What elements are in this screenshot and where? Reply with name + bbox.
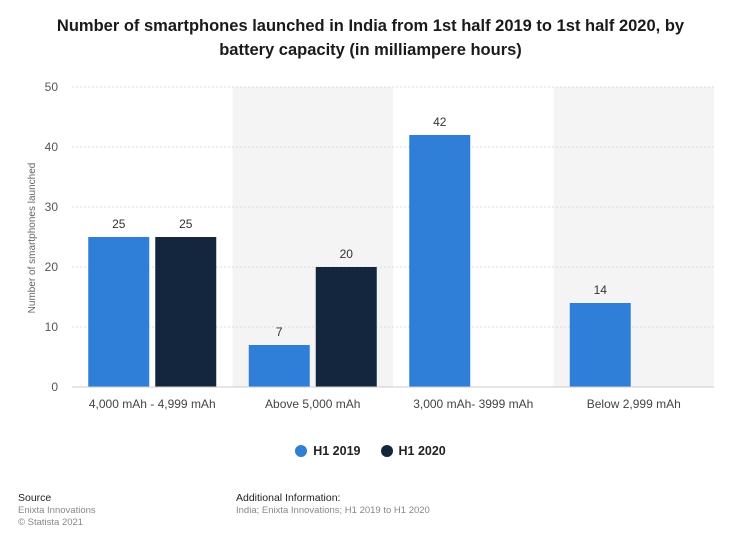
- bar-h1-2019[interactable]: [409, 135, 471, 387]
- x-category-label: Below 2,999 mAh: [587, 397, 681, 411]
- category-bands: [232, 87, 714, 387]
- source-heading: Source: [18, 492, 52, 504]
- chart-title: Number of smartphones launched in India …: [56, 17, 685, 59]
- bar-h1-2020[interactable]: [315, 267, 377, 387]
- bar-h1-2019[interactable]: [88, 237, 150, 387]
- bar-h1-2020[interactable]: [155, 237, 217, 387]
- additional-info-heading: Additional Information:: [236, 492, 341, 504]
- y-axis-ticks: 0 10 20 30 40 50: [45, 80, 59, 394]
- data-labels: 25 25 7 20 42 14: [112, 115, 607, 339]
- y-tick-label: 10: [45, 320, 59, 334]
- data-label: 25: [112, 217, 126, 231]
- legend-item-h1-2020[interactable]: H1 2020: [380, 444, 446, 458]
- data-label: 7: [276, 325, 283, 339]
- data-label: 42: [433, 115, 447, 129]
- y-tick-label: 20: [45, 260, 59, 274]
- data-label: 25: [179, 217, 193, 231]
- y-tick-label: 30: [45, 200, 59, 214]
- additional-info-block: Additional Information: India; Enixta In…: [236, 492, 430, 517]
- x-category-label: 3,000 mAh- 3999 mAh: [413, 397, 533, 411]
- x-category-label: Above 5,000 mAh: [265, 397, 360, 411]
- bars: [88, 135, 631, 387]
- y-tick-label: 0: [51, 380, 58, 394]
- source-block: Source Enixta Innovations © Statista 202…: [18, 492, 96, 530]
- legend-marker-h1-2019: [295, 445, 308, 457]
- y-axis-title: Number of smartphones launched: [27, 163, 38, 314]
- x-category-label: 4,000 mAh - 4,999 mAh: [89, 397, 216, 411]
- source-line[interactable]: Enixta Innovations: [18, 504, 96, 516]
- legend-label-h1-2019: H1 2019: [313, 444, 361, 458]
- x-axis-categories: 4,000 mAh - 4,999 mAh Above 5,000 mAh 3,00…: [89, 397, 681, 411]
- data-label: 14: [594, 283, 608, 297]
- y-tick-label: 40: [45, 140, 59, 154]
- legend-item-h1-2019[interactable]: H1 2019: [295, 444, 361, 458]
- copyright-line: © Statista 2021: [18, 517, 84, 528]
- bar-h1-2019[interactable]: [248, 345, 310, 387]
- legend: H1 2019 H1 2020: [0, 444, 741, 458]
- y-tick-label: 50: [45, 80, 59, 94]
- legend-marker-h1-2020: [380, 445, 393, 457]
- bar-h1-2019[interactable]: [569, 303, 631, 387]
- gridlines: [72, 86, 714, 328]
- additional-info-text: India; Enixta Innovations; H1 2019 to H1…: [236, 504, 430, 516]
- legend-label-h1-2020: H1 2020: [398, 444, 446, 458]
- data-label: 20: [340, 247, 354, 261]
